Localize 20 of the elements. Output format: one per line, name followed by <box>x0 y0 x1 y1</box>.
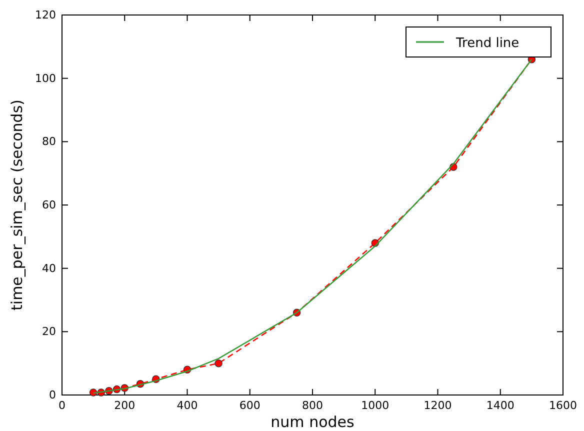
x-tick-label: 800 <box>302 398 323 412</box>
x-tick-label: 1000 <box>361 398 390 412</box>
point <box>214 359 222 368</box>
x-axis-title: num nodes <box>270 413 354 431</box>
y-tick-label: 120 <box>35 8 56 22</box>
x-tick-label: 0 <box>58 398 66 412</box>
x-tick-label: 600 <box>239 398 260 412</box>
legend-label: Trend line <box>455 36 520 51</box>
y-tick-label: 40 <box>42 262 56 275</box>
y-tick-label: 80 <box>42 135 56 148</box>
x-tick-label: 1400 <box>486 398 514 412</box>
y-tick-label: 60 <box>42 198 56 212</box>
y-axis-title: time_per_sim_sec (seconds) <box>8 100 26 310</box>
x-tick-label: 1600 <box>549 398 577 412</box>
x-tick-label: 400 <box>176 398 198 412</box>
y-tick-label: 0 <box>49 388 56 402</box>
x-tick-label: 1200 <box>424 398 452 412</box>
y-tick-label: 20 <box>42 325 56 338</box>
x-tick-label: 200 <box>114 398 136 412</box>
y-tick-label: 100 <box>35 72 56 85</box>
